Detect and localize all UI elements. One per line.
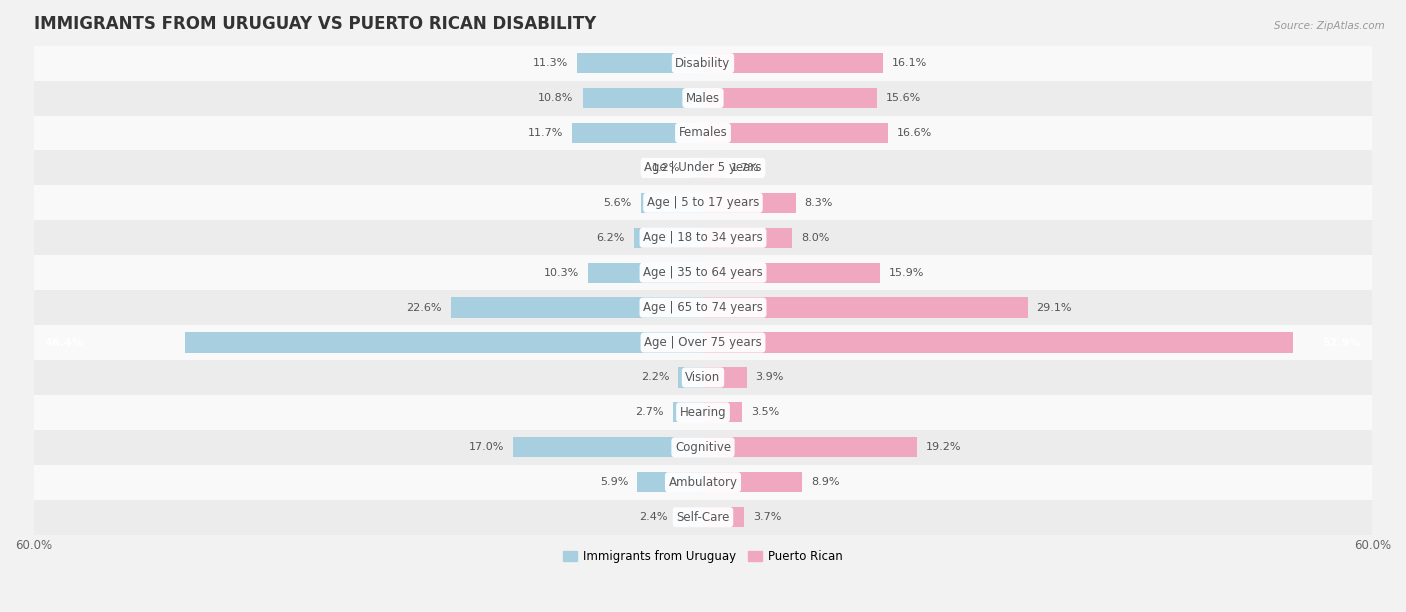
- Legend: Immigrants from Uruguay, Puerto Rican: Immigrants from Uruguay, Puerto Rican: [558, 545, 848, 568]
- Text: 16.6%: 16.6%: [897, 128, 932, 138]
- Text: Cognitive: Cognitive: [675, 441, 731, 453]
- Text: 15.9%: 15.9%: [890, 267, 925, 278]
- Bar: [703, 472, 803, 492]
- Bar: [676, 507, 703, 528]
- Text: 8.0%: 8.0%: [801, 233, 830, 243]
- Bar: [34, 290, 1372, 325]
- Bar: [34, 395, 1372, 430]
- Bar: [703, 123, 889, 143]
- Bar: [186, 332, 703, 353]
- Text: Age | 5 to 17 years: Age | 5 to 17 years: [647, 196, 759, 209]
- Bar: [673, 402, 703, 422]
- Text: 5.6%: 5.6%: [603, 198, 631, 208]
- Text: Age | Under 5 years: Age | Under 5 years: [644, 162, 762, 174]
- Bar: [572, 123, 703, 143]
- Text: Females: Females: [679, 127, 727, 140]
- Bar: [679, 367, 703, 387]
- Bar: [34, 46, 1372, 81]
- Text: Ambulatory: Ambulatory: [668, 476, 738, 489]
- Bar: [703, 507, 744, 528]
- Bar: [703, 402, 742, 422]
- Bar: [34, 185, 1372, 220]
- Bar: [703, 332, 1294, 353]
- Text: 16.1%: 16.1%: [891, 58, 927, 68]
- Text: Source: ZipAtlas.com: Source: ZipAtlas.com: [1274, 21, 1385, 31]
- Text: 15.6%: 15.6%: [886, 93, 921, 103]
- Bar: [703, 367, 747, 387]
- Text: 8.9%: 8.9%: [811, 477, 839, 487]
- Bar: [703, 158, 721, 178]
- Bar: [34, 499, 1372, 535]
- Bar: [703, 437, 917, 457]
- Bar: [641, 193, 703, 213]
- Bar: [689, 158, 703, 178]
- Text: 8.3%: 8.3%: [804, 198, 832, 208]
- Text: 1.7%: 1.7%: [731, 163, 759, 173]
- Text: 22.6%: 22.6%: [406, 302, 441, 313]
- Bar: [34, 151, 1372, 185]
- Text: Vision: Vision: [685, 371, 721, 384]
- Text: 10.3%: 10.3%: [544, 267, 579, 278]
- Bar: [703, 263, 880, 283]
- Text: 19.2%: 19.2%: [927, 442, 962, 452]
- Text: Hearing: Hearing: [679, 406, 727, 419]
- Text: 29.1%: 29.1%: [1036, 302, 1073, 313]
- Text: 3.5%: 3.5%: [751, 408, 779, 417]
- Bar: [34, 325, 1372, 360]
- Bar: [703, 53, 883, 73]
- Bar: [34, 81, 1372, 116]
- Text: 17.0%: 17.0%: [470, 442, 505, 452]
- Text: Self-Care: Self-Care: [676, 510, 730, 524]
- Text: Males: Males: [686, 92, 720, 105]
- Text: IMMIGRANTS FROM URUGUAY VS PUERTO RICAN DISABILITY: IMMIGRANTS FROM URUGUAY VS PUERTO RICAN …: [34, 15, 596, 33]
- Text: Age | 35 to 64 years: Age | 35 to 64 years: [643, 266, 763, 279]
- Text: 1.2%: 1.2%: [652, 163, 681, 173]
- Bar: [451, 297, 703, 318]
- Text: Age | 65 to 74 years: Age | 65 to 74 years: [643, 301, 763, 314]
- Bar: [703, 228, 792, 248]
- Text: 3.9%: 3.9%: [755, 373, 783, 382]
- Bar: [637, 472, 703, 492]
- Text: 3.7%: 3.7%: [754, 512, 782, 522]
- Bar: [703, 297, 1028, 318]
- Bar: [703, 88, 877, 108]
- Bar: [576, 53, 703, 73]
- Bar: [634, 228, 703, 248]
- Bar: [703, 193, 796, 213]
- Bar: [34, 220, 1372, 255]
- Text: 2.2%: 2.2%: [641, 373, 669, 382]
- Text: 2.4%: 2.4%: [638, 512, 668, 522]
- Text: 10.8%: 10.8%: [538, 93, 574, 103]
- Bar: [34, 430, 1372, 465]
- Bar: [588, 263, 703, 283]
- Text: 11.3%: 11.3%: [533, 58, 568, 68]
- Bar: [34, 116, 1372, 151]
- Bar: [582, 88, 703, 108]
- Text: Age | Over 75 years: Age | Over 75 years: [644, 336, 762, 349]
- Text: Age | 18 to 34 years: Age | 18 to 34 years: [643, 231, 763, 244]
- Text: 6.2%: 6.2%: [596, 233, 624, 243]
- Text: 5.9%: 5.9%: [600, 477, 628, 487]
- Bar: [34, 465, 1372, 499]
- Bar: [34, 255, 1372, 290]
- Bar: [513, 437, 703, 457]
- Bar: [34, 360, 1372, 395]
- Text: 46.4%: 46.4%: [45, 338, 84, 348]
- Text: 11.7%: 11.7%: [529, 128, 564, 138]
- Text: Disability: Disability: [675, 57, 731, 70]
- Text: 52.9%: 52.9%: [1323, 338, 1361, 348]
- Text: 2.7%: 2.7%: [636, 408, 664, 417]
